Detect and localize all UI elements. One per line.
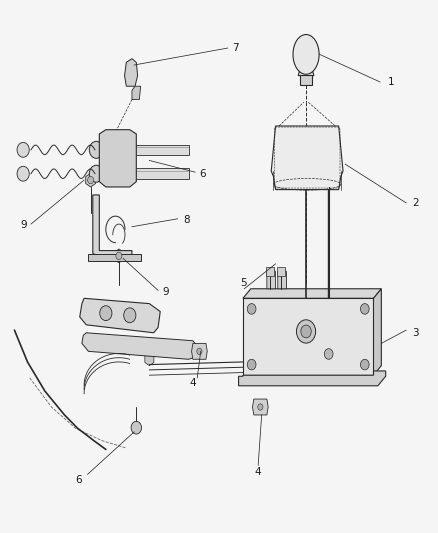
Text: 7: 7 [232,43,239,53]
Text: 2: 2 [413,198,419,208]
Text: 5: 5 [240,278,247,288]
Text: 3: 3 [413,328,419,338]
Polygon shape [374,289,381,375]
Polygon shape [298,62,314,76]
Circle shape [89,141,103,158]
Circle shape [247,304,256,314]
Circle shape [124,308,136,322]
Text: 9: 9 [21,220,27,230]
Polygon shape [132,86,141,100]
Polygon shape [271,126,343,190]
Bar [300,75,312,85]
Polygon shape [243,289,381,298]
Bar [277,266,285,276]
Polygon shape [124,59,138,86]
Text: 4: 4 [190,378,196,388]
Circle shape [17,142,29,157]
Text: 9: 9 [162,287,169,297]
Polygon shape [93,195,132,259]
Polygon shape [80,298,160,333]
Polygon shape [102,144,188,155]
Ellipse shape [293,35,319,74]
Circle shape [89,165,103,182]
Circle shape [301,325,311,338]
Text: 6: 6 [75,475,82,484]
Bar [243,298,374,375]
Circle shape [197,348,202,354]
Polygon shape [253,399,268,415]
Polygon shape [82,333,199,359]
Polygon shape [102,168,188,179]
Circle shape [88,176,94,184]
Polygon shape [267,269,276,289]
Text: 4: 4 [255,467,261,477]
Bar [266,266,274,276]
Circle shape [297,320,316,343]
Circle shape [17,166,29,181]
Circle shape [247,359,256,370]
Polygon shape [88,254,141,261]
Polygon shape [278,269,286,289]
Text: 8: 8 [183,215,190,225]
Text: 1: 1 [388,77,394,87]
Circle shape [100,306,112,320]
Circle shape [360,359,369,370]
Polygon shape [99,130,136,187]
Polygon shape [191,343,207,359]
Circle shape [131,421,141,434]
Circle shape [324,349,333,359]
Circle shape [258,404,263,410]
Circle shape [116,252,122,260]
Text: 6: 6 [199,169,206,179]
Polygon shape [239,371,386,386]
Circle shape [360,304,369,314]
